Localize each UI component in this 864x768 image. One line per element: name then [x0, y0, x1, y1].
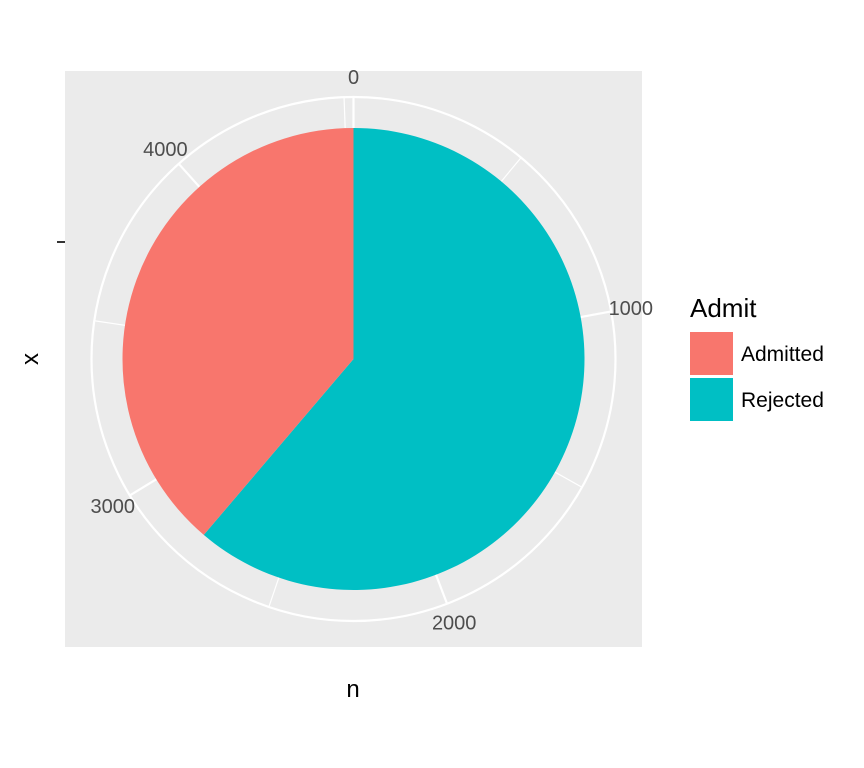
pie-slice-admitted [122, 128, 354, 535]
legend-title: Admit [690, 293, 757, 323]
grid-minor-spoke [268, 577, 280, 608]
theta-tick-label: 4000 [143, 139, 188, 161]
grid-minor-spoke [343, 97, 346, 129]
grid-minor-spoke [554, 471, 583, 488]
theta-tick-label: 0 [348, 67, 359, 89]
slice-layer [122, 128, 585, 591]
legend-key-admitted [690, 332, 733, 375]
pie-slice-rejected [203, 128, 585, 591]
x-axis-title: n [346, 676, 359, 703]
y-axis-title: x [17, 353, 44, 365]
grid-minor-spoke [500, 157, 522, 182]
legend-entries: Admitted Rejected [690, 332, 824, 421]
legend-key-rejected [690, 378, 733, 421]
theta-tick-label: 3000 [90, 496, 135, 518]
grid-minor-spoke [94, 320, 126, 326]
theta-tick-label: 2000 [432, 612, 477, 634]
legend-label-rejected: Rejected [741, 389, 824, 412]
tick-layer: 0 1000 2000 3000 4000 [90, 67, 653, 634]
legend-label-admitted: Admitted [741, 343, 824, 366]
legend: Admit Admitted Rejected [690, 293, 824, 421]
theta-tick-label: 1000 [609, 298, 654, 320]
